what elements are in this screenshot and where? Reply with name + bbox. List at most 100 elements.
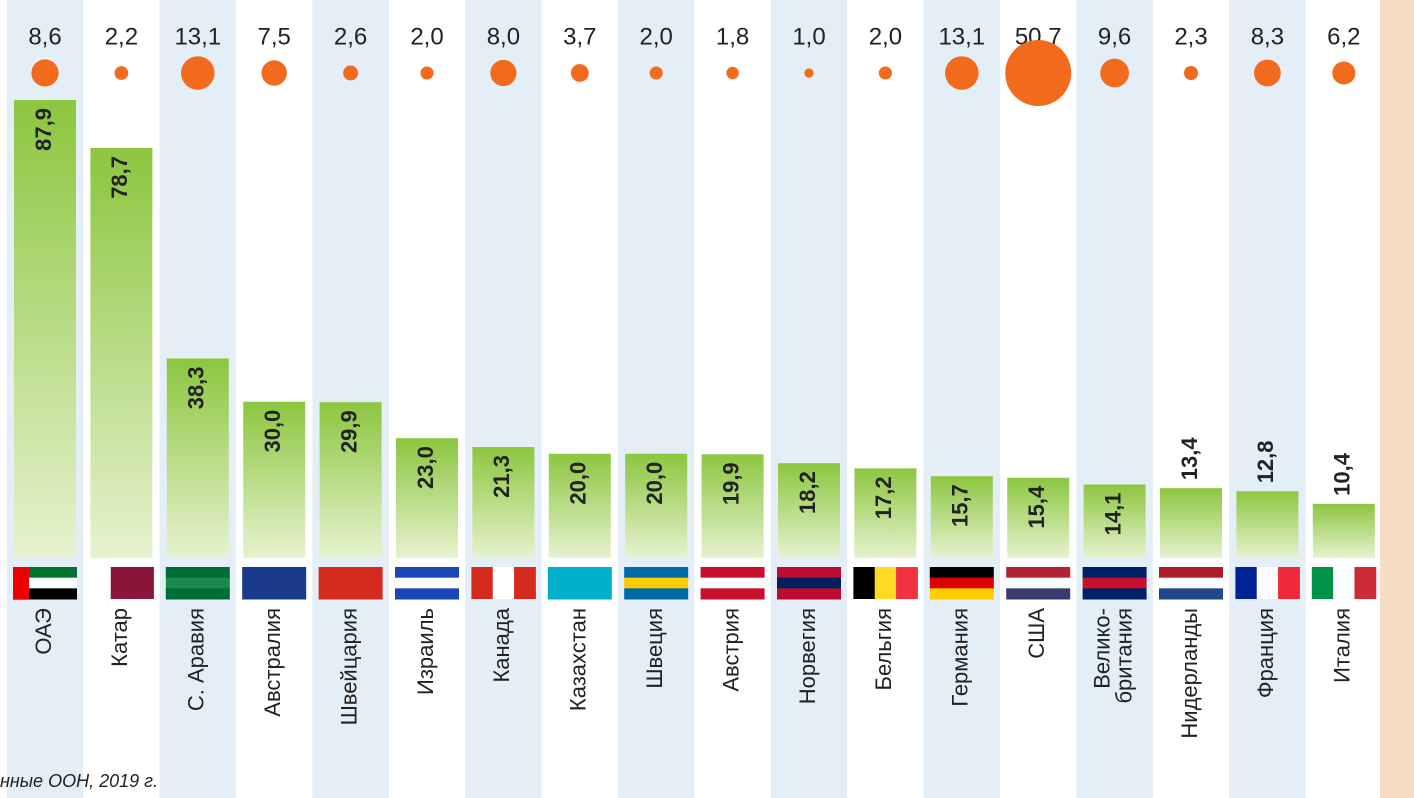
category-label: Казахстан (566, 608, 591, 711)
bubble (1005, 40, 1071, 106)
flag-stripe (242, 578, 306, 589)
flag-stripe (701, 567, 765, 578)
bar-value-label: 30,0 (260, 410, 285, 453)
flag-stripe (514, 567, 536, 599)
bar-value-label: 78,7 (107, 156, 132, 199)
bar (1160, 488, 1222, 558)
bar-value-label: 12,8 (1253, 440, 1278, 483)
category-label: Нидерланды (1177, 608, 1202, 739)
bubble-label: 6,2 (1327, 23, 1360, 50)
bubble-label: 7,5 (258, 23, 291, 50)
flag-stripe (395, 567, 459, 578)
bar-value-label: 13,4 (1177, 437, 1202, 481)
bar-value-label: 17,2 (871, 476, 896, 519)
flag-stripe (1159, 567, 1223, 578)
bubble-label: 2,0 (410, 23, 443, 50)
category-label: Австрия (718, 608, 743, 692)
bar-value-label: 18,2 (795, 471, 820, 514)
bubble-label: 2,3 (1174, 23, 1207, 50)
flag-stripe (132, 567, 154, 599)
flag-stripe (1159, 588, 1223, 599)
bar (90, 148, 152, 558)
bar-value-label: 21,3 (489, 455, 514, 498)
bar-value-label: 14,1 (1100, 493, 1125, 536)
bubble (879, 66, 892, 79)
flag-stripe (701, 578, 765, 589)
bar-value-label: 15,7 (948, 484, 973, 527)
flag-stripe (930, 588, 994, 599)
source: нные ООН, 2019 г. (0, 771, 158, 791)
flag-stripe (166, 588, 230, 599)
flag-stripe (1354, 567, 1376, 599)
bubble (1254, 60, 1281, 87)
flag-stripe (624, 578, 688, 589)
flag-stripe (777, 578, 841, 589)
bubble (262, 60, 287, 85)
flag-stripe (930, 567, 994, 578)
category-label: Бельгия (871, 608, 896, 690)
category-label: ОАЭ (31, 608, 56, 655)
bubble-label: 3,7 (563, 23, 596, 50)
flag-stripe (1159, 578, 1223, 589)
cut-column (1380, 0, 1414, 798)
bubble-label: 2,0 (869, 23, 902, 50)
flag-stripe (1083, 578, 1147, 589)
bubble (650, 66, 663, 79)
bar (1313, 504, 1375, 558)
category-label: Норвегия (795, 608, 820, 704)
bubble (490, 60, 516, 86)
flag-stripe (1083, 588, 1147, 599)
flag-stripe (1278, 567, 1300, 599)
flag-stripe (875, 567, 897, 599)
category-label: Катар (107, 608, 132, 667)
flag-stripe (166, 578, 230, 589)
flag-stripe (242, 588, 306, 599)
flag-stripe (242, 567, 306, 578)
flag-stripe (89, 567, 111, 599)
bubble-label: 1,8 (716, 23, 749, 50)
flag-stripe (319, 588, 383, 599)
category-label: Швеция (642, 608, 667, 689)
category-label: британия (1111, 608, 1136, 704)
bubble-label: 13,1 (938, 23, 985, 50)
bar-value-label: 38,3 (184, 366, 209, 409)
bubble-label: 2,2 (105, 23, 138, 50)
chart: 8,687,9ОАЭ2,278,7Катар13,138,3С. Аравия7… (0, 0, 1414, 798)
flag-stripe (1006, 578, 1070, 589)
bubble (181, 56, 215, 90)
category-label: Швейцария (336, 608, 361, 725)
flag-stripe (166, 567, 230, 578)
flag-stripe (1083, 567, 1147, 578)
bar-value-label: 87,9 (31, 108, 56, 151)
category-label: Канада (489, 607, 514, 682)
bubble (1332, 61, 1355, 84)
bar-value-label: 19,9 (718, 462, 743, 505)
bubble (115, 66, 129, 80)
bar-value-label: 15,4 (1024, 485, 1049, 529)
flag-stripe (111, 567, 133, 599)
bar-value-label: 23,0 (413, 446, 438, 489)
bubble (343, 66, 358, 81)
flag-stripe (1235, 567, 1257, 599)
bar-value-label: 10,4 (1330, 452, 1355, 496)
flag-stripe (1006, 588, 1070, 599)
flag-stripe (13, 567, 29, 599)
bar-value-label: 20,0 (566, 462, 591, 505)
flag-stripe (319, 578, 383, 589)
category-label: Италия (1330, 608, 1355, 683)
bubble-label: 8,3 (1251, 23, 1284, 50)
flag-stripe (548, 578, 612, 589)
category-label: Германия (948, 608, 973, 707)
bubble (726, 67, 738, 79)
flag-stripe (930, 578, 994, 589)
bubble-label: 13,1 (174, 23, 221, 50)
flag-stripe (777, 588, 841, 599)
flag-stripe (548, 588, 612, 599)
flag-stripe (548, 567, 612, 578)
flag-stripe (395, 588, 459, 599)
flag-stripe (624, 567, 688, 578)
flag-stripe (319, 567, 383, 578)
bubble-label: 8,0 (487, 23, 520, 50)
flag-stripe (471, 567, 493, 599)
bubble-label: 9,6 (1098, 23, 1131, 50)
